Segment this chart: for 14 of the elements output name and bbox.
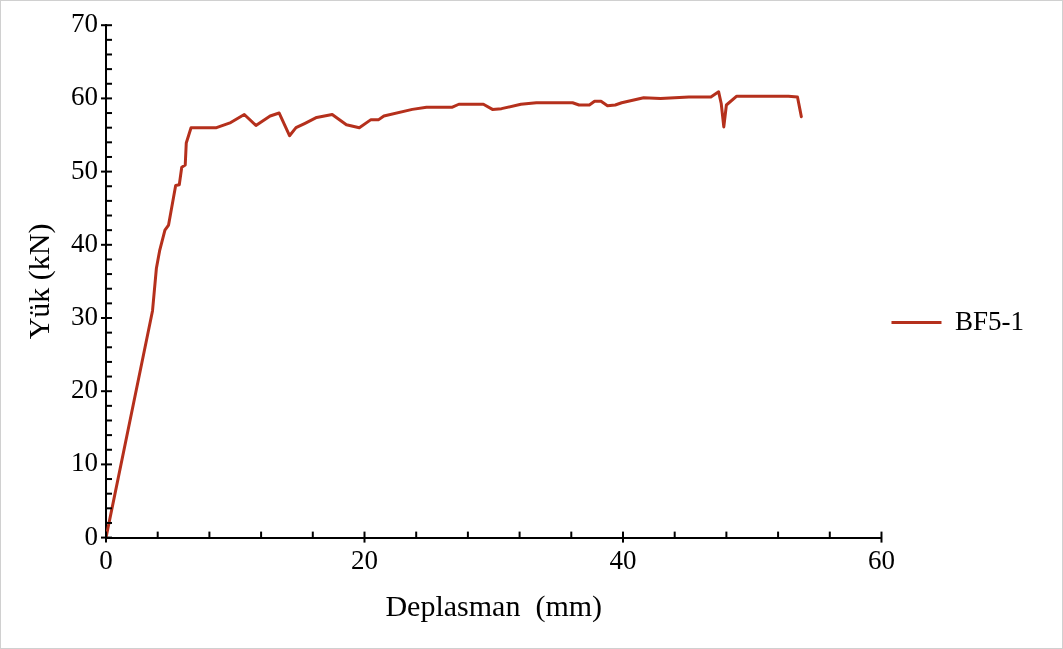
y-tick-label: 0	[84, 520, 98, 551]
legend-label: BF5-1	[954, 305, 1025, 336]
y-tick-label: 40	[71, 227, 98, 258]
x-tick-label: 20	[350, 544, 378, 575]
y-tick-label: 60	[71, 81, 98, 112]
x-tick-label: 40	[609, 544, 637, 575]
y-tick-label: 20	[71, 374, 98, 405]
x-tick-label: 60	[867, 544, 895, 575]
y-tick-label: 50	[71, 154, 98, 185]
y-tick-label: 10	[71, 447, 98, 478]
y-tick-label: 30	[71, 301, 98, 332]
y-tick-label: 70	[71, 8, 98, 39]
x-axis-title: Deplasman (mm)	[385, 588, 603, 623]
y-axis-title: Yük (kN)	[21, 223, 56, 340]
